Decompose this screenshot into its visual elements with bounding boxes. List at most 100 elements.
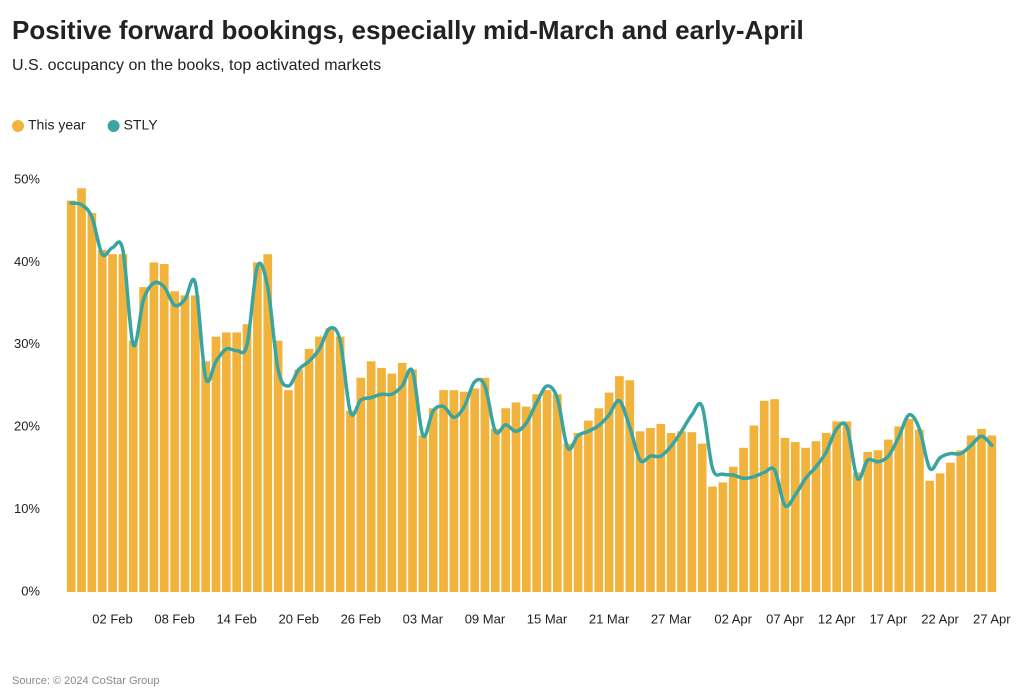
bar	[294, 369, 304, 592]
y-tick-label: 30%	[14, 336, 40, 351]
bar	[863, 451, 873, 592]
legend-label: This year	[28, 117, 86, 133]
bar	[449, 390, 459, 592]
bar	[697, 443, 707, 592]
bar	[915, 429, 924, 592]
bar	[170, 291, 179, 592]
bar	[87, 212, 97, 592]
bar	[687, 432, 697, 592]
bar	[366, 361, 376, 592]
x-tick-label: 08 Feb	[154, 611, 194, 626]
x-tick-label: 12 Apr	[818, 611, 856, 626]
bar	[842, 421, 852, 592]
bar	[439, 390, 448, 592]
legend-swatch	[107, 120, 120, 132]
bar	[759, 400, 769, 592]
bar	[987, 435, 997, 592]
bar	[159, 264, 169, 592]
bar	[325, 328, 335, 592]
bar	[97, 250, 107, 593]
x-tick-label: 22 Apr	[921, 611, 959, 626]
bar	[935, 473, 945, 592]
bar	[304, 348, 314, 592]
bar	[428, 408, 438, 592]
bar	[149, 262, 159, 592]
bar	[821, 432, 831, 592]
bar	[397, 362, 407, 592]
bar	[770, 399, 779, 592]
bar	[635, 431, 645, 592]
y-tick-label: 0%	[21, 583, 40, 598]
bar	[232, 332, 242, 592]
bar	[459, 391, 469, 592]
bar	[501, 408, 510, 592]
bar	[387, 373, 397, 592]
bar	[108, 254, 117, 592]
bar	[284, 390, 293, 592]
bar	[77, 188, 86, 593]
bar	[118, 254, 128, 592]
x-tick-label: 02 Apr	[714, 611, 752, 626]
bar	[904, 418, 914, 592]
bar	[790, 442, 800, 592]
bar	[708, 486, 717, 592]
bar	[677, 431, 686, 592]
bar	[604, 392, 614, 592]
bar	[139, 287, 148, 592]
bar	[615, 376, 624, 592]
bar	[656, 423, 666, 592]
bar	[532, 394, 542, 592]
bar	[728, 466, 738, 592]
bar	[894, 426, 904, 592]
bar	[521, 406, 531, 592]
bar	[66, 200, 76, 592]
bar	[956, 450, 966, 592]
chart-title: Positive forward bookings, especially mi…	[12, 15, 804, 45]
chart-subtitle: U.S. occupancy on the books, top activat…	[12, 57, 381, 74]
x-tick-label: 27 Mar	[651, 611, 692, 626]
line	[69, 201, 994, 509]
bar	[718, 482, 728, 592]
bar	[480, 377, 490, 592]
bar	[573, 432, 583, 592]
y-tick-label: 20%	[14, 419, 40, 434]
bar	[542, 390, 552, 592]
bar	[356, 377, 366, 592]
x-tick-label: 15 Mar	[527, 611, 568, 626]
bar	[377, 367, 386, 592]
legend-label: STLY	[124, 117, 159, 133]
bar	[646, 428, 655, 592]
bar	[408, 369, 417, 592]
x-tick-label: 14 Feb	[216, 611, 256, 626]
bar	[511, 402, 521, 592]
bar	[128, 340, 138, 592]
source: Source: © 2024 CoStar Group	[12, 675, 160, 687]
x-tick-label: 20 Feb	[279, 611, 319, 626]
x-tick-label: 26 Feb	[341, 611, 381, 626]
legend-swatch	[12, 120, 24, 132]
bar	[335, 336, 345, 592]
bar	[925, 480, 935, 592]
bar	[780, 437, 790, 592]
bar	[470, 388, 479, 592]
bar	[180, 295, 190, 592]
bar	[418, 435, 428, 592]
bar	[873, 450, 883, 592]
bar	[211, 336, 221, 592]
bar	[625, 380, 635, 592]
y-tick-label: 40%	[14, 254, 40, 269]
bar	[273, 340, 283, 592]
bar	[749, 425, 759, 592]
bar	[315, 336, 324, 592]
bar	[563, 443, 573, 592]
x-tick-label: 02 Feb	[92, 611, 132, 626]
bar	[190, 295, 200, 592]
bar	[263, 254, 273, 592]
bar	[253, 262, 262, 592]
bar	[946, 462, 955, 592]
bar	[832, 421, 842, 592]
bar	[490, 428, 500, 592]
bar	[594, 408, 604, 592]
bar	[346, 410, 355, 592]
bar	[201, 361, 210, 592]
